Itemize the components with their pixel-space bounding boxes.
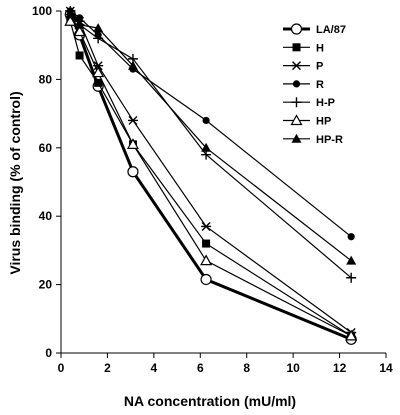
x-tick-label: 8 bbox=[243, 361, 250, 375]
point-marker bbox=[65, 9, 76, 19]
legend-label: LA/87 bbox=[316, 24, 346, 36]
point-marker bbox=[202, 239, 211, 248]
series-lines bbox=[64, 6, 358, 345]
point-marker bbox=[290, 114, 303, 126]
point-marker bbox=[346, 272, 357, 283]
y-tick-label: 0 bbox=[45, 346, 52, 360]
point-marker bbox=[290, 23, 303, 35]
x-axis-title: NA concentration (mU/ml) bbox=[124, 393, 296, 409]
legend-item: HP-R bbox=[283, 133, 343, 146]
legend-item: H bbox=[283, 42, 324, 54]
point-marker bbox=[74, 19, 85, 29]
point-marker bbox=[347, 233, 355, 241]
legend-item: H-P bbox=[283, 97, 335, 109]
point-marker bbox=[202, 116, 210, 125]
x-tick-label: 12 bbox=[333, 361, 347, 375]
y-tick-label: 20 bbox=[39, 278, 53, 292]
point-marker bbox=[92, 66, 105, 78]
series-r bbox=[66, 7, 355, 241]
x-tick-label: 2 bbox=[104, 361, 111, 375]
x-tick-label: 6 bbox=[197, 361, 204, 375]
legend-item: HP bbox=[283, 114, 331, 128]
point-marker bbox=[75, 14, 84, 22]
x-tick-label: 0 bbox=[58, 361, 65, 375]
series-hp bbox=[64, 15, 358, 341]
series-line bbox=[68, 13, 352, 341]
series-line bbox=[69, 10, 352, 333]
series-p bbox=[65, 6, 357, 337]
series-la-87 bbox=[64, 8, 357, 345]
point-marker bbox=[200, 273, 212, 286]
series-h bbox=[66, 17, 356, 340]
legend-label: H-P bbox=[316, 97, 335, 109]
axes: 0 2 4 6 8 10 12 14 0 20 40 60 80 100 bbox=[32, 4, 393, 375]
point-marker bbox=[126, 138, 139, 149]
series-line bbox=[69, 21, 352, 337]
point-marker bbox=[94, 78, 103, 87]
point-marker bbox=[292, 80, 301, 88]
point-marker bbox=[201, 142, 212, 152]
x-tick-label: 4 bbox=[151, 361, 158, 375]
series-line bbox=[69, 10, 352, 279]
legend-label: P bbox=[316, 61, 323, 73]
legend-label: HP-R bbox=[316, 134, 343, 146]
point-marker bbox=[73, 25, 86, 37]
point-marker bbox=[127, 60, 138, 70]
point-marker bbox=[200, 254, 213, 266]
legend-item: R bbox=[283, 79, 324, 91]
point-marker bbox=[291, 61, 302, 71]
x-tick-label: 14 bbox=[379, 361, 393, 375]
point-marker bbox=[292, 43, 301, 52]
y-tick-label: 80 bbox=[39, 72, 53, 86]
y-tick-label: 100 bbox=[32, 4, 52, 18]
point-marker bbox=[127, 115, 138, 125]
point-marker bbox=[127, 166, 139, 178]
y-tick-label: 40 bbox=[39, 209, 53, 223]
legend-item: P bbox=[283, 61, 323, 73]
point-marker bbox=[201, 221, 212, 231]
point-marker bbox=[291, 133, 302, 143]
series-line bbox=[69, 20, 352, 337]
legend-item: LA/87 bbox=[283, 23, 346, 36]
legend-label: H bbox=[316, 42, 324, 54]
series-h-p bbox=[65, 6, 357, 283]
legend-label: R bbox=[316, 79, 324, 91]
series-line bbox=[69, 13, 352, 262]
point-marker bbox=[346, 255, 357, 265]
point-marker bbox=[64, 15, 77, 26]
point-marker bbox=[75, 51, 84, 60]
series-hp-r bbox=[65, 9, 357, 265]
point-marker bbox=[93, 23, 104, 33]
legend-label: HP bbox=[316, 116, 331, 128]
point-marker bbox=[93, 33, 104, 44]
point-marker bbox=[345, 329, 358, 341]
y-tick-label: 60 bbox=[39, 141, 53, 155]
y-axis-title: Virus binding (% of control) bbox=[7, 91, 23, 274]
point-marker bbox=[291, 97, 302, 108]
x-tick-label: 10 bbox=[286, 361, 300, 375]
